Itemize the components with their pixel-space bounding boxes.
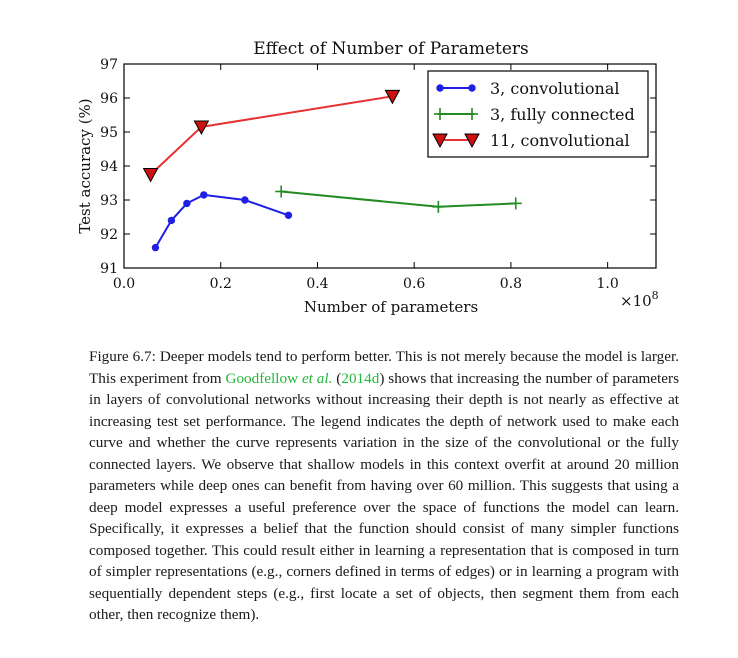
data-point (241, 196, 249, 204)
data-point (193, 120, 210, 135)
x-axis-multiplier-exponent: 8 (652, 289, 659, 302)
y-tick-label: 96 (100, 91, 118, 107)
data-point (200, 191, 208, 199)
legend-entry-label: 3, convolutional (490, 79, 619, 98)
y-tick-label: 92 (100, 227, 118, 243)
data-point (284, 211, 293, 220)
data-point (432, 200, 445, 213)
y-tick-label: 93 (100, 193, 118, 209)
data-point (167, 216, 176, 225)
chart-series (142, 89, 522, 252)
y-axis-label: Test accuracy (%) (76, 98, 94, 233)
y-tick-label: 95 (100, 125, 118, 141)
x-tick-label: 0.8 (500, 276, 522, 292)
x-tick-label: 0.6 (403, 276, 425, 292)
x-tick-label: 0.4 (306, 276, 328, 292)
citation-link[interactable]: Goodfellow et al. (225, 369, 333, 387)
legend-swatch-marker (464, 133, 480, 149)
legend-swatch-marker (466, 108, 478, 120)
citation-year-link[interactable]: 2014d (341, 369, 380, 387)
x-tick-label: 0.0 (113, 276, 135, 292)
data-point (183, 199, 191, 208)
legend-entry-label: 3, fully connected (490, 105, 635, 124)
chart-figure: Effect of Number of Parameters 0.0 0.2 0.4… (76, 39, 659, 316)
y-tick-label: 97 (100, 57, 118, 73)
legend-swatch-marker (436, 84, 444, 92)
caption-text-1: Figure 6.7: Deeper models tend to perfor… (89, 348, 679, 387)
data-point (509, 197, 522, 210)
x-tick-label: 0.2 (210, 276, 232, 292)
data-point (384, 89, 401, 105)
chart-legend: 3, convolutional 3, fully connected 11, co… (427, 70, 649, 158)
data-point (151, 243, 160, 252)
x-axis-multiplier: ×108 (620, 289, 659, 310)
data-point (275, 185, 288, 198)
legend-swatch-marker (468, 84, 476, 92)
data-point (142, 168, 159, 183)
caption-text-2: shows that increasing the number of para… (89, 369, 679, 624)
x-axis-label: Number of parameters (304, 298, 478, 316)
legend-swatch-marker (432, 133, 448, 149)
series-line (149, 95, 393, 176)
y-tick-label: 91 (100, 261, 118, 277)
legend-entry-label: 11, convolutional (490, 131, 630, 150)
x-tick-label: 1.0 (597, 276, 619, 292)
legend-swatch-marker (434, 108, 446, 120)
series-line (281, 190, 516, 208)
chart-title: Effect of Number of Parameters (253, 39, 529, 59)
figure-caption: Figure 6.7: Deeper models tend to perfor… (89, 348, 679, 624)
axis-ticks: 0.0 0.2 0.4 0.6 0.8 1.0 91 92 93 94 95 96 97 (100, 57, 656, 292)
y-tick-label: 94 (100, 159, 118, 175)
series-line (154, 193, 289, 249)
